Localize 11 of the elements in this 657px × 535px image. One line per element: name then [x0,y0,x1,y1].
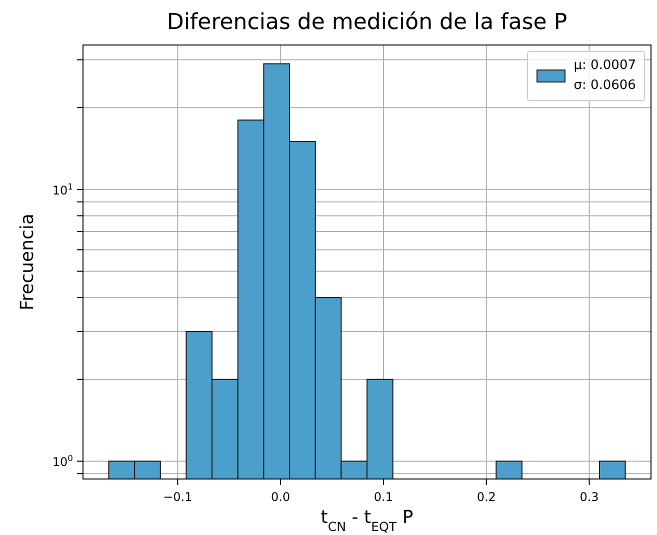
x-tick-label: −0.1 [163,490,192,504]
y-axis-title: Frecuencia [17,214,38,310]
legend-label: μ: 0.0007 σ: 0.0606 [574,57,636,95]
x-tick-label: 0.0 [271,490,290,504]
x-tick-label: 0.3 [580,490,599,504]
y-tick-label: 10$^{1}$ [52,181,73,198]
x-axis-title: t$_{CN}$ - t$_{EQT}$ P [320,507,414,534]
x-tick-label: 0.2 [476,490,496,504]
chart-title: Diferencias de medición de la fase P [166,10,568,35]
y-tick-label: 10$^{0}$ [52,453,73,470]
x-tick-label: 0.1 [374,490,394,504]
